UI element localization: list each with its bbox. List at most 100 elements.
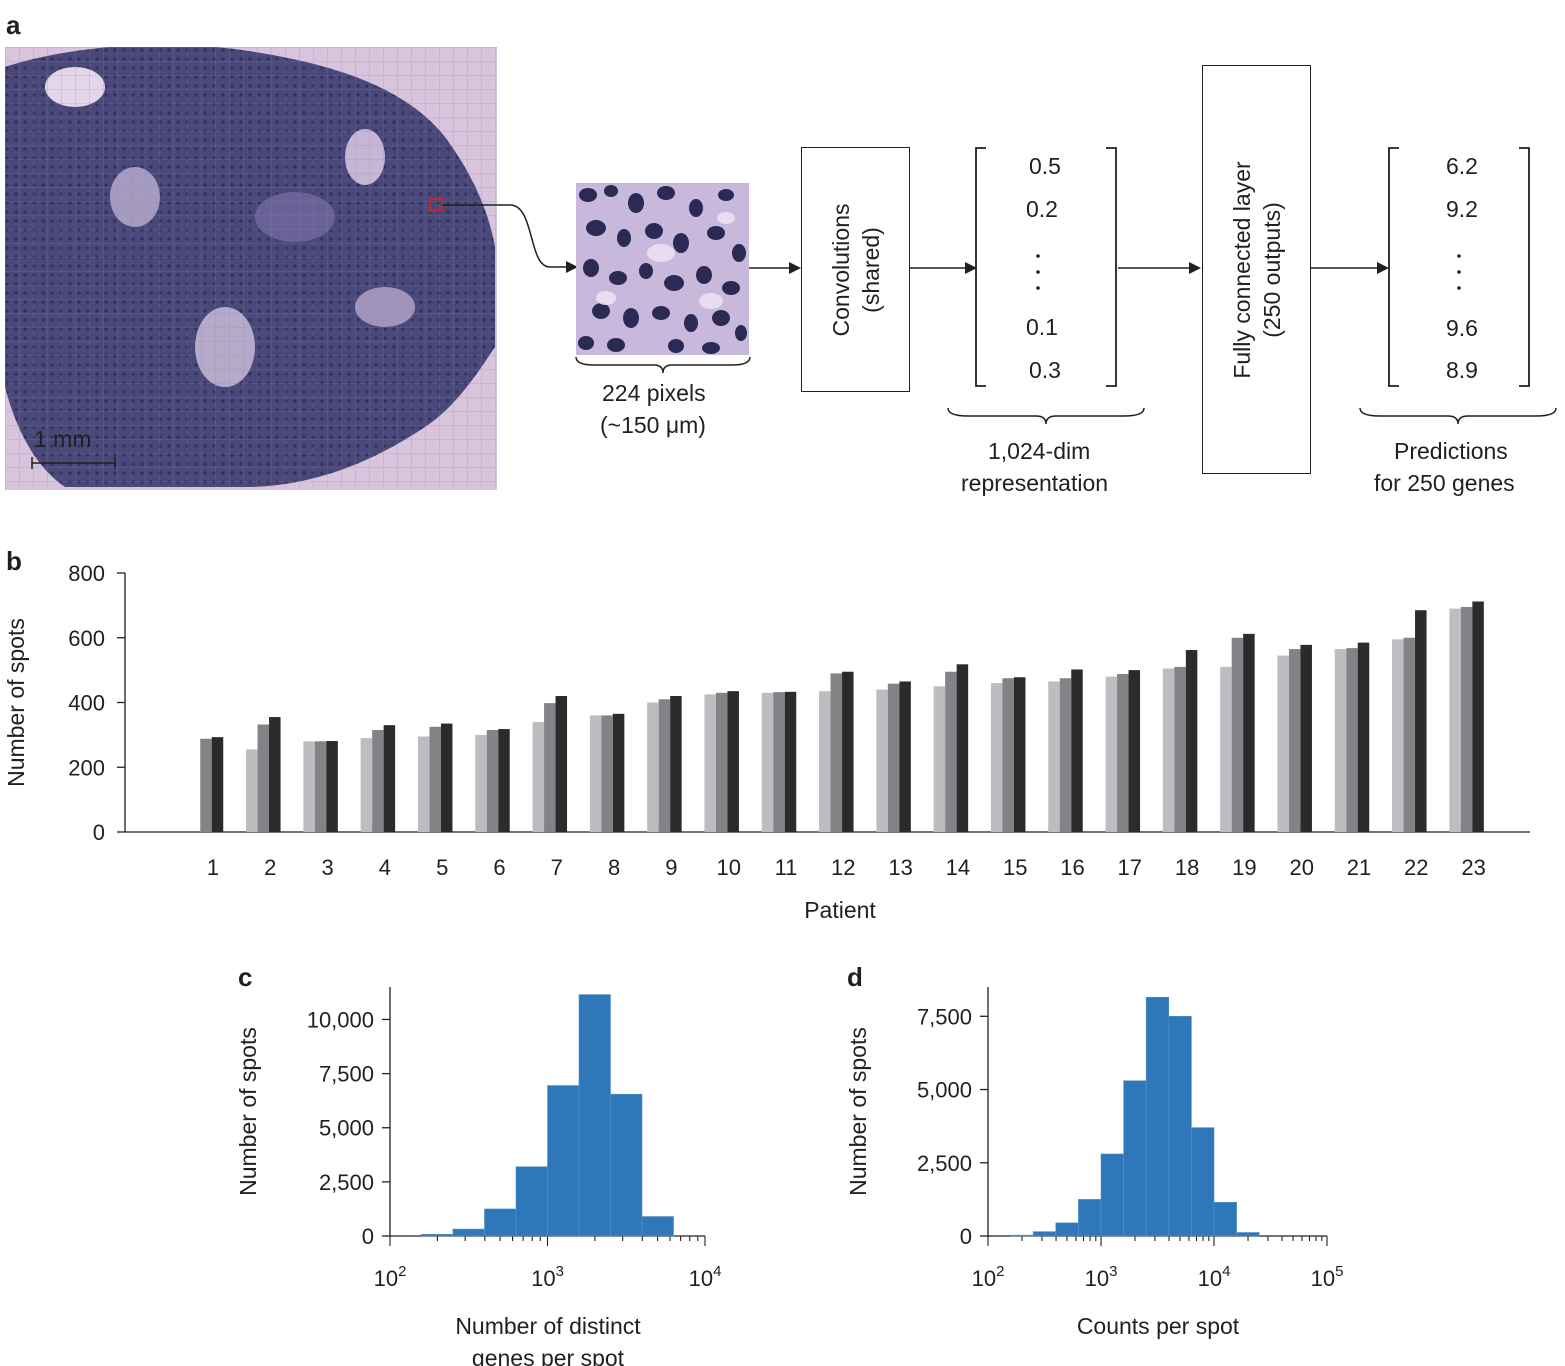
- chart-b-bar: [303, 741, 315, 832]
- chart-b-y-tick-label: 800: [68, 561, 105, 586]
- chart-b-bar: [589, 715, 602, 832]
- chart-b-bar: [1460, 606, 1473, 832]
- chart-c-x-label: Number of distinct: [455, 1313, 641, 1339]
- chart-b-x-tick-label: 2: [264, 855, 276, 880]
- chart-b-bar: [887, 683, 900, 832]
- flow-arrows: [749, 147, 1557, 425]
- chart-b-x-tick-label: 16: [1060, 855, 1084, 880]
- chart-b-x-tick-label: 21: [1347, 855, 1371, 880]
- chart-c-bar: [547, 1085, 580, 1237]
- conv-label: Convolutions: [827, 203, 854, 336]
- chart-c-y-tick-label: 5,000: [319, 1116, 374, 1141]
- chart-b-bar: [990, 683, 1003, 832]
- chart-c: 0 2,500 5,000 7,500 10,000 102 103 104 Number of…: [235, 987, 722, 1366]
- chart-b-bar: [773, 692, 785, 832]
- chart-b-bar: [440, 723, 453, 832]
- chart-b-x-tick-label: 1: [207, 855, 219, 880]
- chart-b-bar: [1288, 649, 1301, 832]
- rep-value-3: 0.1: [1026, 314, 1058, 340]
- chart-b-bar: [647, 702, 659, 832]
- chart-b-bar: [1449, 608, 1461, 832]
- chart-c-y-tick-label: 0: [362, 1224, 374, 1249]
- chart-b-bar: [899, 681, 911, 832]
- chart-b-x-tick-label: 14: [946, 855, 970, 880]
- chart-b-bar: [830, 673, 843, 832]
- chart-d-bar: [1078, 1199, 1102, 1237]
- chart-b-x-tick-label: 6: [493, 855, 505, 880]
- chart-b-x-tick-label: 18: [1175, 855, 1199, 880]
- chart-b-bar: [1185, 650, 1198, 832]
- chart-c-bar: [452, 1228, 485, 1237]
- pred-value-2: 9.2: [1446, 196, 1478, 222]
- chart-b-bar: [1174, 666, 1186, 832]
- chart-b-bar: [819, 691, 831, 832]
- patch-size-um-label: (~150 μm): [600, 412, 706, 438]
- chart-c-x-tick-label: 104: [689, 1263, 722, 1291]
- chart-b-x-tick-label: 7: [551, 855, 563, 880]
- chart-b-bar: [257, 724, 270, 832]
- fc-outputs-label: (250 outputs): [1258, 201, 1285, 338]
- chart-c-x-tick-label: 102: [374, 1263, 407, 1291]
- chart-b-bar: [933, 686, 946, 832]
- chart-b-bar: [1059, 678, 1072, 832]
- chart-c-y-tick-label: 10,000: [307, 1007, 374, 1032]
- chart-d-bar: [1055, 1222, 1079, 1237]
- chart-b-bar: [1392, 639, 1404, 832]
- chart-d-y-tick-label: 7,500: [917, 1004, 972, 1029]
- rep-value-2: 0.2: [1026, 196, 1058, 222]
- fc-label: Fully connected layer: [1228, 160, 1255, 379]
- chart-d-bar: [1032, 1231, 1057, 1237]
- chart-b-x-tick-label: 3: [321, 855, 333, 880]
- chart-b-bar: [498, 729, 510, 832]
- chart-d-x-label: Counts per spot: [1077, 1313, 1240, 1339]
- chart-b-bar: [1403, 637, 1416, 832]
- chart-b-bar: [1105, 676, 1118, 832]
- chart-b-x-tick-label: 22: [1404, 855, 1428, 880]
- chart-c-bar: [610, 1093, 643, 1237]
- patch-size-label: 224 pixels: [602, 380, 706, 406]
- patch-connector: [442, 204, 578, 273]
- chart-d-bar: [1010, 1234, 1034, 1237]
- chart-c-x-label: genes per spot: [472, 1345, 625, 1366]
- chart-b-bar: [1357, 642, 1370, 832]
- patch-brace: [575, 356, 751, 374]
- chart-c-bar: [420, 1233, 454, 1237]
- chart-b-y-tick-label: 200: [68, 755, 105, 780]
- chart-b-bar: [211, 737, 224, 832]
- chart-b-x-tick-label: 20: [1289, 855, 1313, 880]
- rep-dim-label: 1,024-dim: [988, 438, 1091, 464]
- fully-connected-box: Fully connected layer (250 outputs): [1202, 65, 1311, 474]
- chart-b-bar: [360, 738, 373, 832]
- chart-b-bar: [704, 694, 716, 832]
- chart-c-bar: [641, 1216, 674, 1237]
- chart-b-bar: [1002, 678, 1014, 832]
- pred-genes-label: for 250 genes: [1374, 470, 1515, 496]
- chart-b-bar: [314, 741, 327, 832]
- chart-b-x-tick-label: 13: [888, 855, 912, 880]
- chart-b-bar: [1162, 668, 1175, 832]
- chart-d: 0 2,500 5,000 7,500 102 103 104 105 Number of sp…: [845, 987, 1343, 1339]
- chart-b-x-tick-label: 12: [831, 855, 855, 880]
- chart-c-bar: [484, 1208, 517, 1237]
- chart-b-bar: [429, 726, 441, 832]
- chart-d-y-tick-label: 2,500: [917, 1151, 972, 1176]
- chart-b-bar: [727, 691, 739, 832]
- chart-b-bar: [475, 734, 487, 832]
- chart-b-bar: [200, 738, 212, 832]
- chart-b-bar: [715, 692, 728, 832]
- chart-d-bar: [1168, 1015, 1192, 1237]
- chart-b-x-tick-label: 19: [1232, 855, 1256, 880]
- chart-c-y-label: Number of spots: [235, 1027, 261, 1196]
- chart-b-y-tick-label: 400: [68, 691, 105, 716]
- chart-b-bar: [1013, 677, 1026, 832]
- rep-representation-label: representation: [961, 470, 1109, 496]
- chart-b-y-tick-label: 0: [93, 820, 105, 845]
- chart-d-y-tick-label: 5,000: [917, 1078, 972, 1103]
- chart-b-bar: [1231, 637, 1244, 832]
- chart-b-bar: [1334, 649, 1347, 832]
- panel-letter-b: b: [6, 546, 22, 576]
- chart-c-bar: [578, 994, 611, 1237]
- chart-d-bar: [1191, 1127, 1215, 1237]
- chart-b-bar: [658, 699, 671, 832]
